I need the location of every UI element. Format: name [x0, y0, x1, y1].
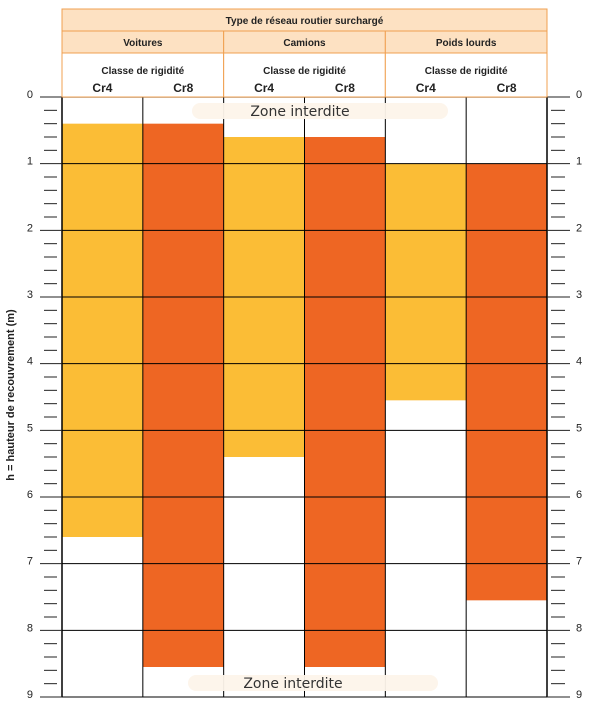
group-label: Voitures	[123, 38, 163, 49]
category-label-cr8: Cr8	[335, 81, 355, 95]
chart-title: Type de réseau routier surchargé	[226, 16, 384, 27]
right-tick-label-4: 4	[576, 356, 582, 368]
header-layer: Type de réseau routier surchargé Voitures…	[61, 8, 548, 98]
bar-voitures-cr4	[62, 123, 143, 538]
bars-layer	[62, 123, 547, 667]
bar-poids-lourds-cr4	[385, 163, 467, 401]
group-subheader-cell	[384, 52, 548, 98]
left-tick-label-6: 6	[27, 489, 33, 501]
right-tick-label-2: 2	[576, 222, 582, 234]
group-label: Poids lourds	[436, 38, 497, 49]
group-subheader-cell	[61, 52, 225, 98]
right-tick-label-0: 0	[576, 89, 582, 101]
left-tick-label-3: 3	[27, 289, 33, 301]
left-tick-label-9: 9	[27, 689, 33, 701]
category-label-cr8: Cr8	[173, 81, 193, 95]
group-label: Camions	[283, 38, 326, 49]
left-tick-label-5: 5	[27, 422, 33, 434]
right-tick-label-7: 7	[576, 556, 582, 568]
bar-voitures-cr8	[142, 123, 224, 667]
right-tick-label-6: 6	[576, 489, 582, 501]
axes-layer: 0 1 2 3 4 5 6 7 8 9 0 1 2 3 4 5 6 7 8 9	[27, 89, 582, 701]
left-tick-label-8: 8	[27, 622, 33, 634]
left-tick-label-1: 1	[27, 156, 33, 168]
zone-interdite-background	[188, 675, 438, 691]
zone-interdite-top-label: Zone interdite	[250, 104, 349, 120]
zone-interdite-background	[192, 103, 448, 119]
right-tick-label-9: 9	[576, 689, 582, 701]
right-tick-label-5: 5	[576, 422, 582, 434]
group-subheader-cell	[223, 52, 386, 98]
category-label-cr4: Cr4	[416, 81, 436, 95]
left-tick-label-4: 4	[27, 356, 33, 368]
category-label-cr4: Cr4	[254, 81, 274, 95]
rigidity-class-label: Classe de rigidité	[425, 66, 508, 77]
zones-layer: Zone interdite Zone interdite	[188, 103, 448, 692]
rigidity-class-label: Classe de rigidité	[263, 66, 346, 77]
right-tick-label-3: 3	[576, 289, 582, 301]
left-tick-label-2: 2	[27, 222, 33, 234]
right-tick-label-8: 8	[576, 622, 582, 634]
category-label-cr4: Cr4	[92, 81, 112, 95]
left-tick-label-7: 7	[27, 556, 33, 568]
left-tick-label-0: 0	[27, 89, 33, 101]
category-label-cr8: Cr8	[497, 81, 517, 95]
rigidity-class-label: Classe de rigidité	[101, 66, 184, 77]
zone-interdite-bottom-label: Zone interdite	[243, 676, 342, 692]
grid-layer	[61, 96, 548, 698]
y-axis-title: h = hauteur de recouvrement (m)	[5, 309, 17, 481]
bar-poids-lourds-cr8	[466, 163, 547, 601]
right-tick-label-1: 1	[576, 156, 582, 168]
bar-camions-cr8	[304, 137, 386, 667]
